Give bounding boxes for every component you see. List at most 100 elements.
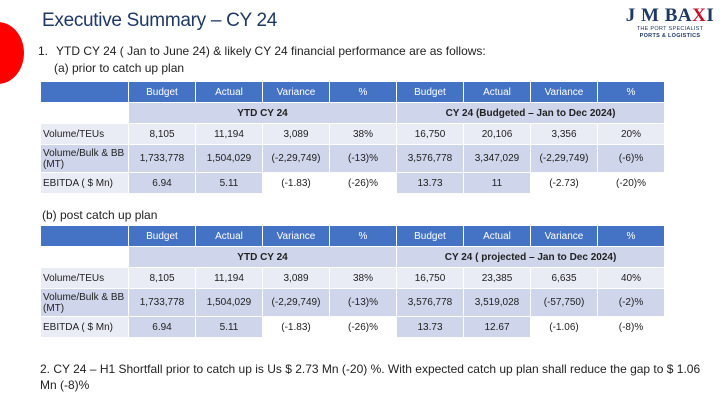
decorative-red-circle <box>0 22 24 84</box>
summary-note: 2. CY 24 – H1 Shortfall prior to catch u… <box>40 362 701 392</box>
table-cell: (-26)% <box>329 172 397 194</box>
table-cell: (-2,29,749) <box>262 144 330 173</box>
table-cell: (-57,750) <box>530 288 598 317</box>
row-label: Volume/Bulk & BB (MT) <box>40 288 129 317</box>
table-row: Volume/Bulk & BB (MT) 1,733,778 1,504,02… <box>40 144 665 173</box>
table-row: Volume/TEUs 8,105 11,194 3,089 38% 16,75… <box>40 267 665 289</box>
point-1: 1. YTD CY 24 ( Jan to June 24) & likely C… <box>38 44 486 58</box>
logo-wordmark: J M BAXI <box>625 5 715 26</box>
header-empty-cell <box>40 81 129 103</box>
table-cell: (-2,29,749) <box>262 288 330 317</box>
table-cell: (-26)% <box>329 316 397 338</box>
table-cell: 38% <box>329 123 397 145</box>
header-cell: Variance <box>530 81 598 103</box>
section-row: YTD CY 24 CY 24 (Budgeted – Jan to Dec 2… <box>40 102 665 124</box>
table-cell: 11 <box>463 172 531 194</box>
header-cell: Budget <box>396 225 464 247</box>
table-cell: 3,089 <box>262 123 330 145</box>
table-cell: (-1.06) <box>530 316 598 338</box>
table-cell: 23,385 <box>463 267 531 289</box>
table-cell: 3,576,778 <box>396 144 464 173</box>
table-cell: 3,576,778 <box>396 288 464 317</box>
section-label-right: CY 24 ( projected – Jan to Dec 2024) <box>396 246 665 268</box>
table-cell: 20,106 <box>463 123 531 145</box>
table-cell: 11,194 <box>195 267 263 289</box>
section-empty-cell <box>40 246 129 268</box>
logo-subline: PORTS & LOGISTICS <box>639 33 701 39</box>
table-cell: 13.73 <box>396 172 464 194</box>
header-cell: Actual <box>195 225 263 247</box>
section-label-right: CY 24 (Budgeted – Jan to Dec 2024) <box>396 102 665 124</box>
row-label: Volume/TEUs <box>40 123 129 145</box>
header-cell: Actual <box>195 81 263 103</box>
table-cell: 6,635 <box>530 267 598 289</box>
table-cell: (-20)% <box>597 172 665 194</box>
table-cell: 1,504,029 <box>195 144 263 173</box>
table-cell: 3,519,028 <box>463 288 531 317</box>
table-cell: 38% <box>329 267 397 289</box>
point-1-text: YTD CY 24 ( Jan to June 24) & likely CY … <box>56 44 486 58</box>
table-cell: 3,089 <box>262 267 330 289</box>
section-label-left: YTD CY 24 <box>128 246 397 268</box>
table-cell: 5.11 <box>195 172 263 194</box>
point-1-number: 1. <box>38 44 49 58</box>
table-prior-catch-up: Budget Actual Variance % Budget Actual V… <box>40 81 665 194</box>
table-cell: 11,194 <box>195 123 263 145</box>
header-cell: Actual <box>463 225 531 247</box>
table-cell: (-2.73) <box>530 172 598 194</box>
logo-tagline: THE PORT SPECIALIST <box>636 26 704 32</box>
section-label-left: YTD CY 24 <box>128 102 397 124</box>
table-cell: (-1.83) <box>262 172 330 194</box>
header-cell: Variance <box>262 225 330 247</box>
table-cell: 3,356 <box>530 123 598 145</box>
header-empty-cell <box>40 225 129 247</box>
table-cell: 1,733,778 <box>128 144 196 173</box>
table-cell: (-13)% <box>329 288 397 317</box>
table-cell: 8,105 <box>128 123 196 145</box>
company-logo: J M BAXI THE PORT SPECIALIST PORTS & LOG… <box>622 6 718 46</box>
table-cell: (-13)% <box>329 144 397 173</box>
subheading-b: (b) post catch up plan <box>42 208 158 222</box>
row-label: Volume/Bulk & BB (MT) <box>40 144 129 173</box>
table-row: EBITDA ( $ Mn) 6.94 5.11 (-1.83) (-26)% … <box>40 172 665 194</box>
header-cell: Variance <box>262 81 330 103</box>
table-cell: 5.11 <box>195 316 263 338</box>
header-cell: Budget <box>128 225 196 247</box>
header-cell: Budget <box>128 81 196 103</box>
table-post-catch-up: Budget Actual Variance % Budget Actual V… <box>40 225 665 338</box>
table-cell: 6.94 <box>128 172 196 194</box>
table-cell: 3,347,029 <box>463 144 531 173</box>
table-cell: (-8)% <box>597 316 665 338</box>
table-cell: 8,105 <box>128 267 196 289</box>
header-cell: Variance <box>530 225 598 247</box>
page-title: Executive Summary – CY 24 <box>42 10 278 31</box>
header-cell: Actual <box>463 81 531 103</box>
table-row: EBITDA ( $ Mn) 6.94 5.11 (-1.83) (-26)% … <box>40 316 665 338</box>
table-cell: (-2)% <box>597 288 665 317</box>
table-cell: (-2,29,749) <box>530 144 598 173</box>
header-cell: % <box>597 225 665 247</box>
row-label: EBITDA ( $ Mn) <box>40 316 129 338</box>
header-cell: % <box>597 81 665 103</box>
row-label: EBITDA ( $ Mn) <box>40 172 129 194</box>
table-cell: 1,733,778 <box>128 288 196 317</box>
table-cell: (-6)% <box>597 144 665 173</box>
table-header-row: Budget Actual Variance % Budget Actual V… <box>40 225 665 247</box>
header-cell: % <box>329 225 397 247</box>
table-cell: 16,750 <box>396 267 464 289</box>
table-cell: 40% <box>597 267 665 289</box>
table-cell: 13.73 <box>396 316 464 338</box>
table-header-row: Budget Actual Variance % Budget Actual V… <box>40 81 665 103</box>
header-cell: % <box>329 81 397 103</box>
table-row: Volume/TEUs 8,105 11,194 3,089 38% 16,75… <box>40 123 665 145</box>
table-row: Volume/Bulk & BB (MT) 1,733,778 1,504,02… <box>40 288 665 317</box>
table-cell: 12.67 <box>463 316 531 338</box>
header-cell: Budget <box>396 81 464 103</box>
table-cell: 6.94 <box>128 316 196 338</box>
section-empty-cell <box>40 102 129 124</box>
table-cell: 1,504,029 <box>195 288 263 317</box>
row-label: Volume/TEUs <box>40 267 129 289</box>
table-cell: (-1.83) <box>262 316 330 338</box>
subheading-a: (a) prior to catch up plan <box>54 61 185 75</box>
section-row: YTD CY 24 CY 24 ( projected – Jan to Dec… <box>40 246 665 268</box>
